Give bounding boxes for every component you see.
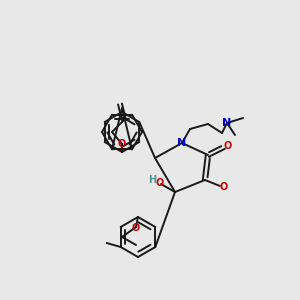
Text: O: O xyxy=(156,178,164,188)
Text: O: O xyxy=(220,182,228,192)
Text: O: O xyxy=(118,139,126,149)
Text: N: N xyxy=(222,118,232,128)
Text: H: H xyxy=(148,175,156,185)
Text: N: N xyxy=(177,138,187,148)
Text: O: O xyxy=(224,141,232,151)
Text: O: O xyxy=(132,223,140,233)
